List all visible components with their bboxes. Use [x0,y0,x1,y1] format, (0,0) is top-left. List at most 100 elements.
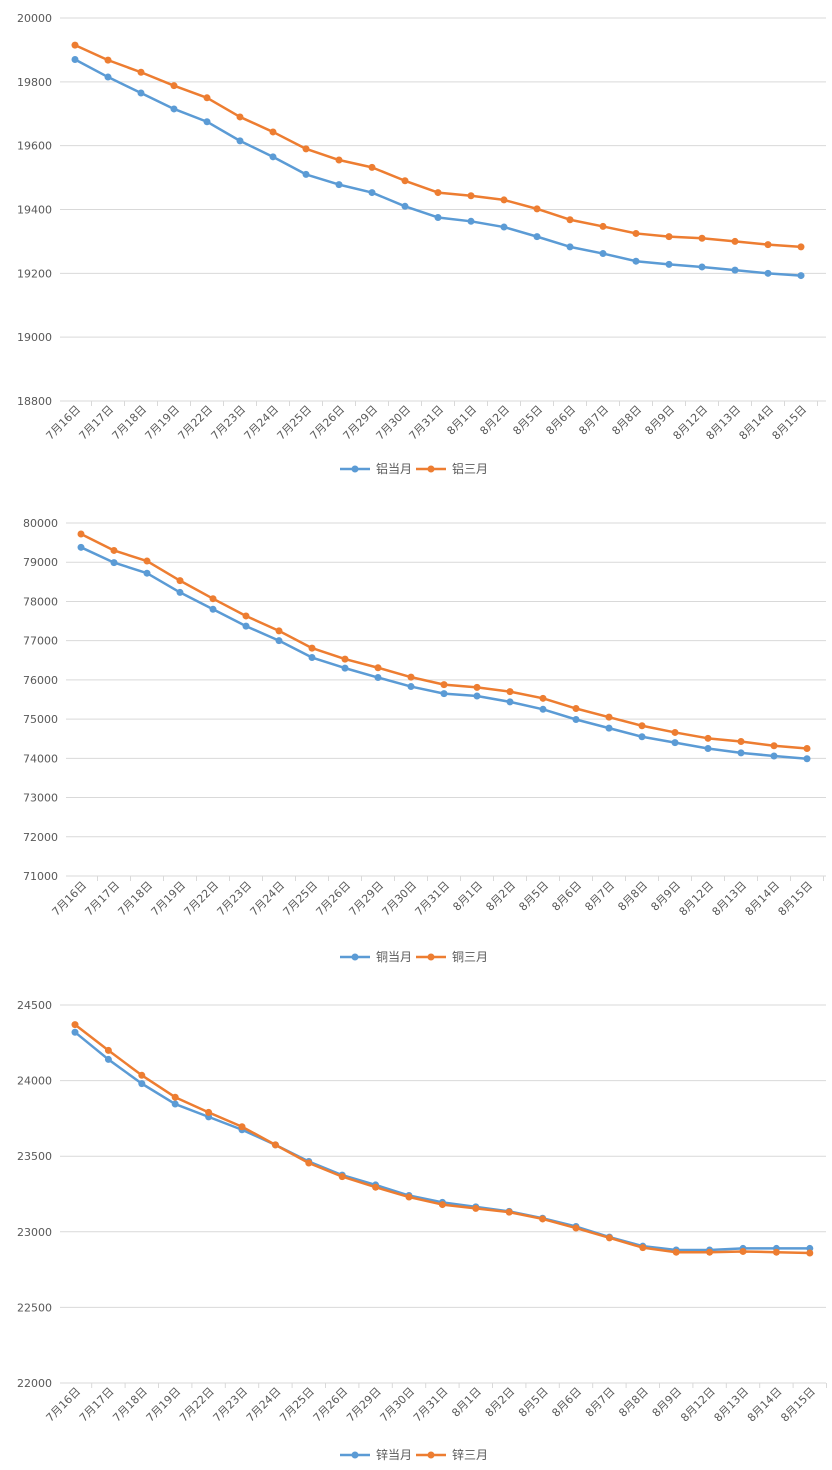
y-tick-label: 80000 [23,517,58,530]
data-point [704,745,712,753]
data-point [639,1244,647,1252]
data-point [338,1173,346,1181]
y-tick-label: 75000 [23,713,58,726]
legend-marker-2 [427,953,435,961]
data-point [434,213,442,221]
x-tick-label: 7月25日 [277,1385,317,1425]
data-point [438,1201,446,1209]
legend-label-1: 锌当月 [376,1448,412,1462]
data-point [71,1021,79,1029]
data-point [372,1183,380,1191]
y-tick-label: 18800 [17,395,52,408]
data-point [731,237,739,245]
x-tick-label: 7月16日 [50,879,90,919]
y-tick-label: 20000 [17,12,52,25]
data-point [170,105,178,113]
x-tick-label: 8月13日 [704,403,744,443]
data-point [104,56,112,64]
legend-marker-2 [427,1451,435,1459]
data-point [405,1193,413,1201]
data-point [797,272,805,280]
x-tick-label: 8月12日 [671,403,711,443]
x-tick-label: 8月5日 [510,403,545,438]
data-point [506,688,514,696]
x-tick-label: 7月26日 [314,879,354,919]
data-point [806,1249,814,1257]
y-tick-label: 79000 [23,556,58,569]
y-tick-label: 19400 [17,204,52,217]
x-tick-label: 7月19日 [149,879,189,919]
x-tick-label: 7月23日 [209,403,249,443]
y-tick-label: 24000 [17,1075,52,1088]
x-tick-label: 8月5日 [516,879,551,914]
data-point [632,257,640,265]
x-tick-label: 8月6日 [543,403,578,438]
data-point [368,189,376,197]
data-point [605,1234,613,1242]
data-point [407,673,415,681]
x-tick-label: 8月14日 [737,403,777,443]
x-tick-label: 7月31日 [411,1385,451,1425]
x-tick-label: 8月2日 [477,403,512,438]
y-tick-label: 19600 [17,140,52,153]
data-point [138,1071,146,1079]
data-point [269,128,277,136]
data-point [374,664,382,672]
x-tick-label: 7月18日 [116,879,156,919]
x-tick-label: 7月24日 [244,1385,284,1425]
data-point [539,1215,547,1223]
data-point [302,145,310,153]
data-point [566,216,574,224]
data-point [605,713,613,721]
data-point [77,530,85,538]
y-tick-label: 24500 [17,999,52,1012]
x-tick-label: 7月29日 [344,1385,384,1425]
data-point [77,543,85,551]
x-tick-label: 7月22日 [177,1385,217,1425]
x-tick-label: 8月6日 [549,879,584,914]
data-point [203,94,211,102]
data-point [505,1208,513,1216]
x-tick-label: 7月30日 [380,879,420,919]
data-point [71,1028,79,1036]
data-point [572,716,580,724]
x-tick-label: 8月1日 [444,403,479,438]
data-point [764,241,772,249]
data-point [104,73,112,81]
x-tick-label: 7月29日 [341,403,381,443]
x-tick-label: 7月24日 [242,403,282,443]
x-tick-label: 8月7日 [576,403,611,438]
x-tick-label: 7月30日 [378,1385,418,1425]
data-point [205,1108,213,1116]
data-point [176,588,184,596]
x-tick-label: 8月8日 [609,403,644,438]
x-tick-label: 7月17日 [83,879,123,919]
x-tick-label: 7月24日 [248,879,288,919]
x-tick-label: 7月19日 [143,403,183,443]
data-point [671,739,679,747]
y-tick-label: 19800 [17,76,52,89]
y-tick-label: 71000 [23,870,58,883]
data-point [704,734,712,742]
data-point [605,724,613,732]
data-point [137,68,145,76]
data-point [665,233,673,241]
data-point [374,674,382,682]
data-point [401,202,409,210]
data-point [533,205,541,213]
data-point [271,1141,279,1149]
series-line-2 [74,1023,810,1255]
legend-label-2: 锌三月 [452,1448,488,1462]
data-point [533,233,541,241]
data-point [110,559,118,567]
data-point [706,1248,714,1256]
data-point [269,153,277,161]
x-tick-label: 7月31日 [407,403,447,443]
data-point [473,683,481,691]
x-tick-label: 8月1日 [450,879,485,914]
y-tick-label: 73000 [23,792,58,805]
series-line-1 [74,1031,810,1252]
series-line-2 [80,532,808,750]
